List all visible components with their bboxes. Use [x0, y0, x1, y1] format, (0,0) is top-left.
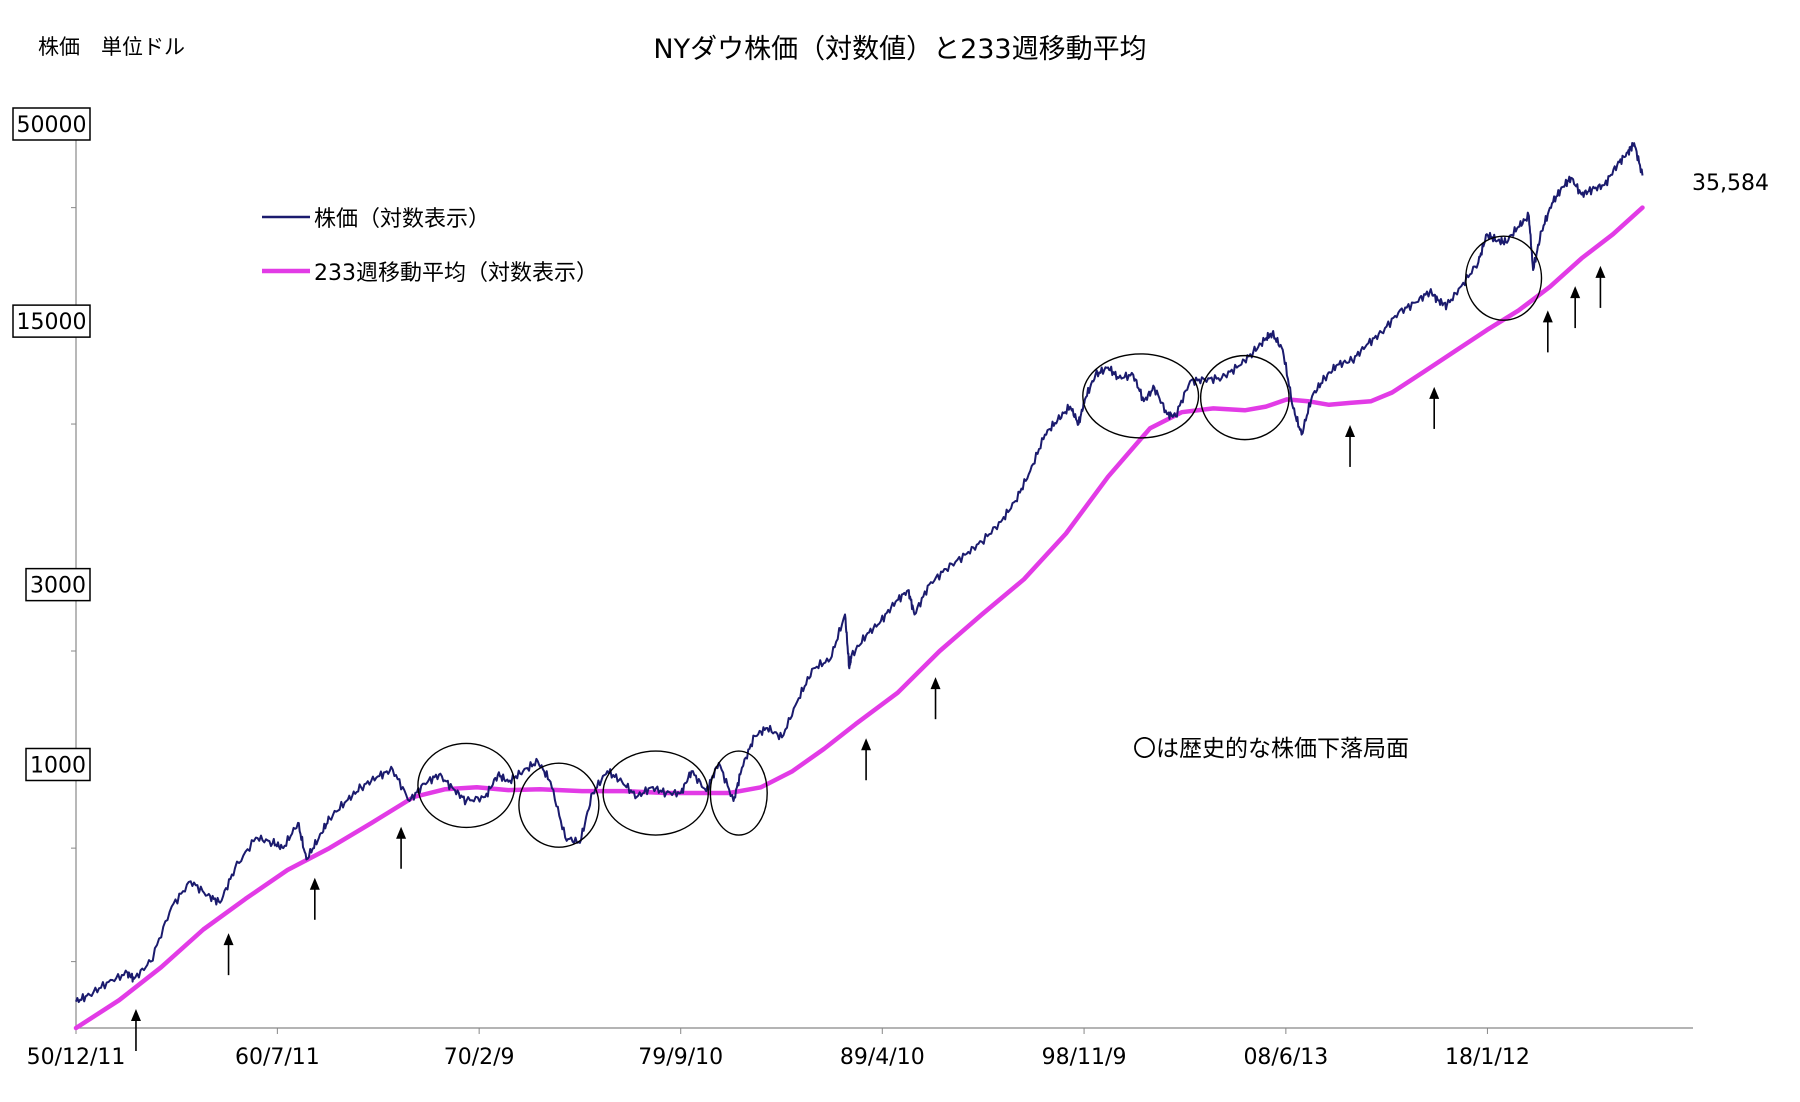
support-arrow — [130, 1008, 141, 1051]
y-tick-box — [25, 567, 91, 602]
support-arrow — [1345, 424, 1356, 467]
y-tick-15000: 15000 — [12, 304, 91, 338]
x-tick-label: 50/12/11 — [27, 1045, 126, 1070]
decline-circle — [709, 750, 768, 836]
support-arrow — [1595, 265, 1606, 308]
last-value-label: 35,584 — [1692, 171, 1769, 196]
support-arrow — [930, 677, 941, 720]
x-tick-label: 89/4/10 — [840, 1045, 925, 1070]
support-arrow — [1570, 286, 1581, 329]
y-tick-label: 3000 — [30, 574, 86, 599]
decline-annotation: 〇は歴史的な株価下落局面 — [1133, 736, 1409, 762]
y-tick-box — [12, 304, 91, 338]
legend-label-price: 株価（対数表示） — [314, 207, 490, 232]
y-tick-label: 15000 — [17, 310, 87, 335]
support-arrow — [1429, 386, 1440, 429]
decline-circles — [417, 235, 1543, 848]
support-arrow — [861, 738, 872, 781]
x-tick-label: 08/6/13 — [1243, 1045, 1328, 1070]
decline-circle — [602, 750, 709, 836]
moving-average-line — [73, 205, 1645, 1031]
y-tick-box — [12, 107, 91, 141]
y-tick-box — [25, 747, 91, 782]
price-line — [75, 142, 1644, 1004]
y-tick-labels: 50000 15000 3000 1000 — [12, 107, 91, 782]
y-tick-50000: 50000 — [12, 107, 91, 141]
x-tick-label: 18/1/12 — [1445, 1045, 1530, 1070]
support-arrow — [309, 877, 320, 920]
decline-circle — [1199, 354, 1290, 441]
x-tick-label: 98/11/9 — [1042, 1045, 1127, 1070]
decline-circle — [1082, 353, 1200, 439]
y-tick-label: 50000 — [17, 113, 87, 138]
y-tick-label: 1000 — [30, 753, 86, 778]
x-tick-label: 60/7/11 — [235, 1045, 320, 1070]
y-tick-1000: 1000 — [25, 747, 91, 782]
legend: 株価（対数表示） 233週移動平均（対数表示） — [262, 207, 598, 286]
support-arrow — [223, 933, 234, 976]
support-arrow — [1542, 310, 1553, 353]
chart-title: NYダウ株価（対数値）と233週移動平均 — [653, 34, 1146, 65]
y-tick-3000: 3000 — [25, 567, 91, 602]
legend-label-moving-average: 233週移動平均（対数表示） — [314, 261, 598, 286]
x-tick-label: 79/9/10 — [638, 1045, 723, 1070]
decline-circle — [518, 762, 600, 848]
support-arrow — [396, 826, 407, 869]
x-tick-label: 70/2/9 — [444, 1045, 515, 1070]
x-tick-labels: 50/12/11 60/7/11 70/2/9 79/9/10 89/4/10 98/11… — [27, 1028, 1530, 1070]
y-axis-label: 株価 単位ドル — [38, 35, 185, 59]
decline-circle — [417, 742, 516, 829]
decline-circle — [1465, 235, 1543, 321]
support-arrows — [130, 265, 1606, 1051]
